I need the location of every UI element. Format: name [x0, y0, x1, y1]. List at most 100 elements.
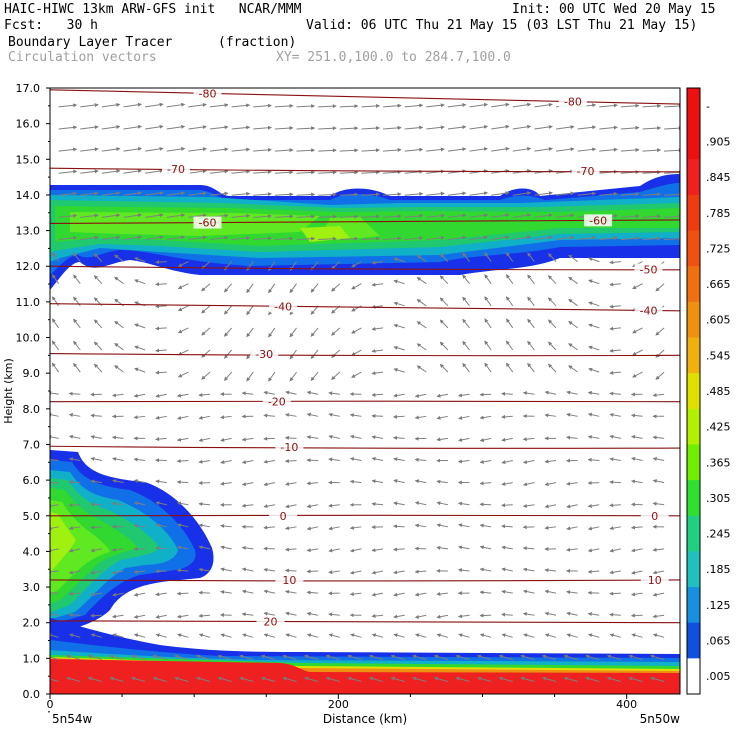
wind-vector	[404, 191, 424, 196]
wind-vector	[527, 340, 535, 351]
wind-vector	[599, 147, 618, 152]
wind-vector	[174, 654, 189, 660]
wind-vector	[101, 102, 121, 108]
wind-vector	[512, 124, 532, 130]
wind-vector	[285, 611, 297, 616]
temperature-contour	[50, 353, 680, 357]
wind-vector	[51, 340, 60, 351]
wind-vector	[90, 502, 102, 507]
wind-vector	[522, 437, 535, 442]
wind-vector	[414, 569, 427, 574]
wind-vector	[631, 434, 643, 439]
wind-vector	[479, 523, 492, 528]
wind-vector	[512, 213, 532, 218]
colorbar-swatch	[687, 658, 700, 695]
wind-vector	[439, 363, 449, 373]
wind-vector	[439, 297, 449, 307]
wind-vector	[68, 591, 81, 596]
wind-vector	[176, 523, 189, 528]
wind-vector	[253, 192, 272, 197]
wind-vector	[501, 545, 513, 550]
wind-vector	[328, 548, 340, 553]
wind-vector	[50, 678, 59, 683]
wind-vector	[436, 501, 448, 506]
wind-vector	[274, 236, 294, 241]
wind-vector	[123, 102, 142, 108]
wind-vector	[304, 676, 319, 683]
wind-vector	[51, 362, 60, 373]
wind-vector	[568, 343, 578, 351]
wind-vector	[201, 283, 211, 292]
y-tick-label: 0.0	[23, 688, 41, 701]
wind-vector	[90, 479, 102, 484]
wind-vector	[632, 349, 643, 356]
y-tick-label: 10.0	[16, 332, 41, 345]
wind-vector	[73, 340, 81, 351]
wind-vector	[325, 654, 340, 660]
wind-vector	[220, 481, 232, 486]
wind-vector	[87, 676, 103, 683]
wind-vector	[522, 459, 535, 464]
wind-vector	[188, 191, 207, 196]
wind-vector	[664, 126, 680, 131]
wind-vector	[68, 548, 81, 553]
wind-vector	[246, 371, 254, 382]
wind-vector	[68, 413, 81, 417]
wind-vector	[123, 169, 142, 174]
wind-vector	[501, 503, 513, 508]
wind-vector	[339, 236, 359, 241]
wind-vector	[548, 275, 557, 285]
wind-vector	[566, 611, 578, 616]
wind-vector	[50, 457, 59, 462]
wind-vector	[361, 192, 381, 197]
colorbar-label: -	[706, 100, 710, 113]
wind-vector	[93, 275, 103, 285]
wind-vector	[609, 570, 621, 575]
wind-vector	[609, 304, 621, 309]
wind-vector	[462, 252, 470, 262]
wind-vector	[664, 192, 680, 197]
wind-vector	[628, 676, 643, 683]
wind-vector	[289, 327, 297, 338]
wind-vector	[491, 235, 510, 240]
wind-vector	[350, 633, 362, 638]
wind-vector	[134, 345, 146, 351]
wind-vector	[176, 568, 189, 573]
wind-vector	[577, 125, 597, 130]
wind-vector	[501, 589, 513, 594]
wind-vector	[176, 393, 189, 398]
wind-vector	[177, 327, 189, 334]
header-valid: Valid: 06 UTC Thu 21 May 15 (03 LST Thu …	[306, 18, 698, 33]
contour-label: -70	[577, 165, 595, 178]
wind-vector	[606, 654, 622, 660]
wind-vector	[498, 676, 513, 683]
wind-vector	[501, 414, 513, 419]
wind-vector	[393, 479, 405, 484]
wind-vector	[541, 654, 557, 660]
wind-vector	[457, 568, 470, 573]
wind-vector	[166, 124, 186, 130]
wind-vector	[351, 283, 362, 290]
wind-vector	[414, 592, 427, 597]
wind-vector	[534, 102, 553, 108]
wind-vector	[544, 482, 557, 487]
wind-vector	[284, 435, 297, 440]
header-forecast: Fcst: 30 h	[4, 18, 98, 33]
wind-vector	[548, 297, 557, 307]
wind-vector	[155, 546, 167, 551]
wind-vector	[609, 260, 621, 265]
wind-vector	[599, 103, 618, 108]
wind-vector	[650, 654, 665, 660]
wind-vector	[231, 125, 251, 130]
wind-vector	[477, 676, 492, 683]
header-model: HAIC-HIWC 13km ARW-GFS init NCAR/MMM	[4, 2, 302, 17]
wind-vector	[296, 104, 316, 109]
wind-vector	[347, 654, 362, 660]
wind-vector	[68, 391, 81, 396]
contour-label-bg	[193, 216, 222, 229]
wind-vector	[131, 676, 146, 683]
wind-vector	[620, 214, 640, 219]
wind-vector	[548, 363, 557, 373]
wind-vector	[198, 545, 211, 550]
wind-vector	[447, 103, 467, 108]
